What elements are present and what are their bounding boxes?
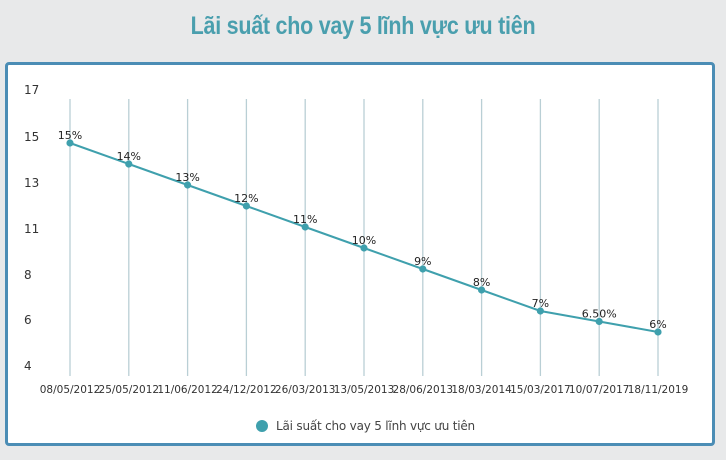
y-tick-label: 4: [24, 359, 32, 373]
y-tick-label: 8: [24, 268, 32, 282]
y-tick-label: 13: [24, 176, 39, 190]
x-tick-label: 18/03/2014: [451, 384, 512, 396]
x-tick-label: 28/06/2013: [393, 384, 454, 396]
data-point[interactable]: [242, 202, 250, 210]
x-tick-label: 24/12/2012: [216, 384, 277, 396]
data-label: 13%: [175, 171, 199, 184]
data-point[interactable]: [301, 223, 309, 231]
data-label: 8%: [473, 276, 490, 289]
data-point[interactable]: [66, 139, 74, 147]
y-tick-label: 15: [24, 130, 39, 144]
data-label: 6%: [649, 318, 666, 331]
x-tick-label: 25/05/2012: [99, 384, 160, 396]
data-point[interactable]: [654, 328, 662, 336]
chart-card: [5, 62, 715, 446]
chart-title: Lãi suất cho vay 5 lĩnh vực ưu tiên: [190, 12, 536, 40]
x-tick-label: 15/03/2017: [510, 384, 571, 396]
chart-legend[interactable]: Lãi suất cho vay 5 lĩnh vực ưu tiên: [256, 418, 475, 434]
x-tick-label: 18/11/2019: [628, 384, 689, 396]
x-tick-label: 26/03/2013: [275, 384, 336, 396]
data-label: 7%: [532, 297, 549, 310]
data-label: 9%: [414, 255, 431, 268]
data-label: 12%: [234, 192, 258, 205]
data-label: 15%: [58, 129, 82, 142]
data-point[interactable]: [478, 286, 486, 294]
data-label: 11%: [293, 213, 317, 226]
data-point[interactable]: [184, 181, 192, 189]
data-label: 10%: [352, 234, 376, 247]
data-point[interactable]: [419, 265, 427, 273]
data-label: 6.50%: [582, 308, 617, 321]
data-point[interactable]: [360, 244, 368, 252]
x-tick-label: 11/06/2012: [157, 384, 218, 396]
legend-marker-icon: [256, 420, 268, 432]
y-tick-label: 17: [24, 83, 39, 97]
x-tick-label: 13/05/2013: [334, 384, 395, 396]
y-tick-label: 6: [24, 313, 32, 327]
data-label: 14%: [117, 150, 141, 163]
legend-label: Lãi suất cho vay 5 lĩnh vực ưu tiên: [276, 419, 475, 433]
y-tick-label: 11: [24, 222, 39, 236]
data-point[interactable]: [595, 317, 603, 326]
x-tick-label: 08/05/2012: [40, 384, 101, 396]
data-point[interactable]: [536, 307, 545, 315]
x-tick-label: 10/07/2017: [569, 384, 630, 396]
data-point[interactable]: [125, 160, 133, 168]
